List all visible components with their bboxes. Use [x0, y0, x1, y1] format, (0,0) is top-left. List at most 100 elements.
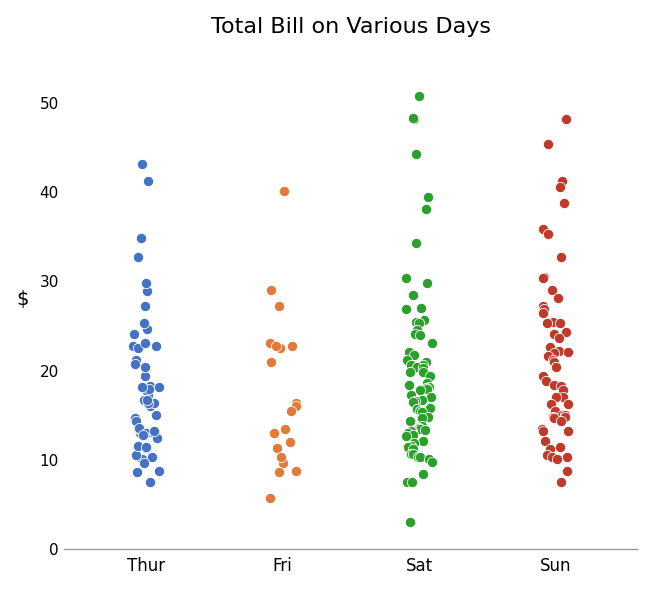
Point	[542, 450, 553, 459]
Point	[408, 438, 419, 448]
Point	[152, 433, 162, 443]
Point	[421, 205, 431, 214]
Point	[549, 348, 559, 357]
Point	[551, 362, 561, 371]
Point	[150, 410, 161, 419]
Point	[558, 392, 568, 401]
Point	[290, 466, 301, 475]
Point	[553, 346, 564, 355]
Point	[427, 338, 438, 348]
Point	[129, 330, 140, 339]
Point	[144, 384, 154, 394]
Point	[137, 382, 147, 392]
Point	[141, 278, 152, 288]
Point	[140, 338, 150, 348]
Point	[544, 445, 555, 454]
Point	[556, 417, 566, 426]
Point	[132, 468, 143, 477]
Point	[405, 426, 416, 435]
Point	[139, 318, 150, 328]
Point	[401, 305, 411, 314]
Point	[421, 378, 432, 387]
Point	[424, 371, 435, 380]
Point	[411, 317, 421, 327]
Point	[149, 398, 160, 408]
Point	[400, 431, 411, 440]
Point	[545, 399, 556, 408]
Point	[284, 437, 295, 446]
Point	[280, 424, 290, 434]
Point	[540, 436, 550, 445]
Point	[413, 452, 424, 462]
Point	[141, 428, 152, 437]
Point	[135, 233, 146, 243]
Point	[550, 392, 560, 402]
Point	[148, 426, 159, 435]
Point	[425, 392, 436, 401]
Point	[556, 477, 566, 486]
Point	[422, 413, 433, 422]
Point	[415, 330, 426, 340]
Point	[414, 318, 424, 328]
Point	[408, 444, 419, 453]
Point	[410, 330, 421, 339]
Point	[543, 140, 553, 149]
Point	[142, 324, 152, 333]
Point	[404, 380, 415, 390]
Point	[419, 425, 430, 435]
Point	[279, 186, 289, 195]
Point	[131, 355, 141, 365]
Point	[130, 413, 141, 422]
Point	[407, 114, 418, 123]
Point	[409, 114, 419, 124]
Point	[548, 412, 559, 422]
Point	[407, 398, 418, 407]
Point	[557, 410, 568, 420]
Point	[143, 398, 154, 407]
Point	[552, 454, 562, 464]
Point	[550, 407, 560, 416]
Point	[421, 357, 431, 366]
Point	[405, 441, 416, 451]
Point	[290, 401, 301, 411]
Point	[145, 402, 155, 411]
Point	[542, 352, 553, 361]
Point	[404, 347, 414, 356]
Point	[133, 441, 143, 451]
Point	[272, 443, 283, 452]
Point	[141, 286, 152, 295]
Point	[560, 413, 570, 422]
Point	[133, 424, 144, 434]
Point	[415, 424, 426, 434]
Point	[139, 362, 150, 371]
Point	[543, 230, 553, 239]
Point	[558, 385, 568, 395]
Point	[407, 426, 417, 435]
Point	[268, 428, 279, 437]
Point	[538, 302, 549, 311]
Point	[154, 466, 164, 475]
Point	[555, 443, 565, 452]
Point	[271, 341, 281, 350]
Point	[405, 368, 415, 377]
Point	[538, 224, 548, 234]
Point	[418, 363, 428, 373]
Point	[276, 452, 286, 462]
Point	[562, 453, 572, 462]
Point	[545, 342, 555, 352]
Point	[559, 199, 569, 208]
Point	[556, 253, 566, 262]
Point	[143, 390, 153, 400]
Point	[417, 421, 427, 430]
Point	[553, 333, 564, 342]
Point	[422, 278, 432, 287]
Point	[560, 410, 570, 420]
Point	[425, 404, 436, 413]
Point	[551, 362, 561, 371]
Point	[405, 517, 415, 526]
Point	[406, 360, 417, 369]
Point	[139, 301, 150, 311]
Point	[406, 390, 417, 399]
Point	[287, 341, 298, 350]
Point	[275, 343, 285, 353]
